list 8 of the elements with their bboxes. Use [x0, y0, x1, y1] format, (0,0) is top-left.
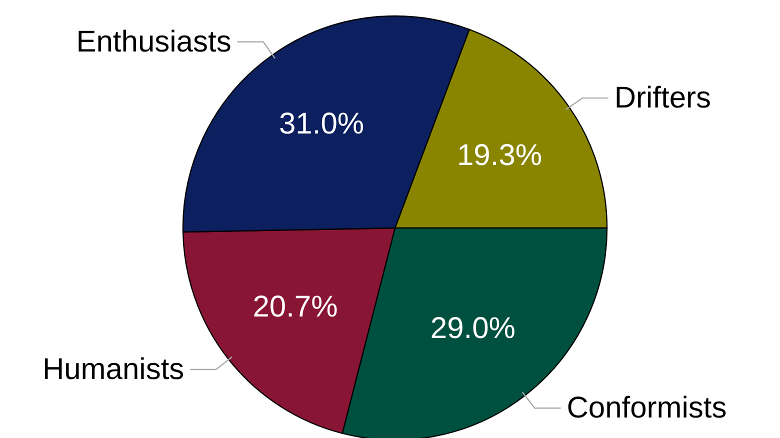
slice-label: Humanists [42, 352, 184, 386]
slice-label: Enthusiasts [76, 25, 232, 58]
data-label: 19.3% [456, 139, 542, 172]
data-label: 29.0% [430, 312, 516, 346]
slice-label: Conformists [566, 392, 727, 425]
data-label: 20.7% [252, 290, 338, 324]
slice-label: Drifters [614, 82, 712, 115]
data-label: 31.0% [278, 108, 364, 141]
